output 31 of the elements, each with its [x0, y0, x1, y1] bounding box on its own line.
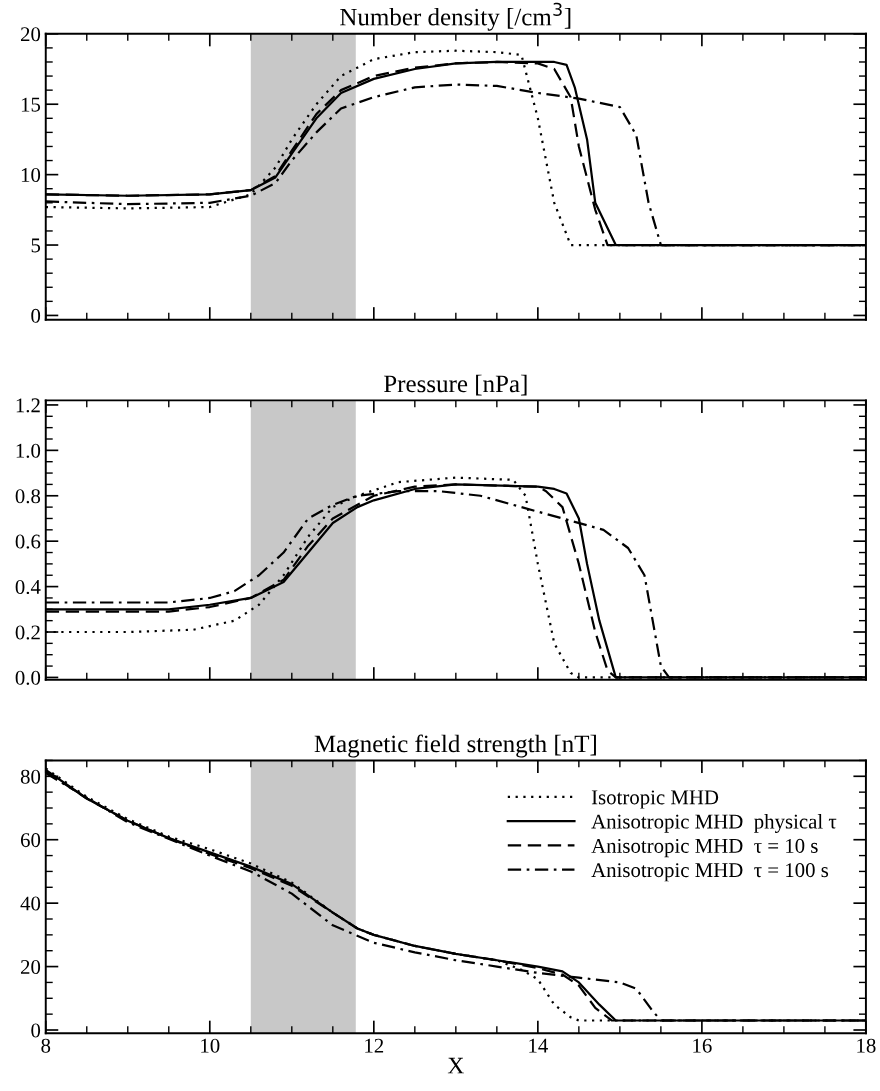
x-tick-label: 12: [365, 1038, 384, 1053]
y-tick-label: 0.6: [15, 534, 41, 549]
x-tick-label: 8: [41, 1038, 51, 1053]
chart-title: Number density [/cm$^{3}$]: [340, 2, 571, 31]
x-tick-label: 18: [857, 1038, 876, 1053]
y-tick-label: 10: [21, 168, 41, 183]
x-axis-title: X: [447, 1057, 464, 1074]
legend-label: Anisotropic MHD physical τ: [591, 813, 837, 833]
x-tick-label: 14: [529, 1038, 548, 1053]
y-tick-label: 15: [21, 97, 41, 112]
y-tick-label: 0.4: [15, 579, 41, 595]
y-tick-label: 1.0: [16, 443, 41, 458]
chart-title: Magnetic field strength [nT]: [314, 734, 596, 758]
y-tick-label: 0: [31, 1023, 41, 1038]
y-tick-label: 0.0: [15, 670, 41, 685]
y-tick-label: 20: [20, 959, 41, 975]
legend-label: Anisotropic MHD τ = 100 s: [591, 863, 829, 882]
y-tick-label: 1.2: [16, 398, 40, 413]
legend-label: Anisotropic MHD τ = 10 s: [591, 838, 818, 858]
x-tick-label: 16: [693, 1038, 712, 1053]
y-tick-label: 0.2: [15, 625, 40, 640]
legend-label: Isotropic MHD: [591, 790, 719, 809]
y-tick-label: 60: [20, 833, 41, 848]
y-tick-label: 0.8: [15, 489, 41, 504]
x-tick-label: 10: [201, 1038, 220, 1053]
y-tick-label: 5: [31, 238, 41, 253]
y-tick-label: 80: [20, 769, 41, 784]
chart-title: Pressure [nPa]: [384, 374, 527, 396]
y-tick-label: 0: [31, 308, 41, 323]
y-tick-label: 40: [20, 896, 41, 911]
y-tick-label: 20: [20, 27, 41, 42]
